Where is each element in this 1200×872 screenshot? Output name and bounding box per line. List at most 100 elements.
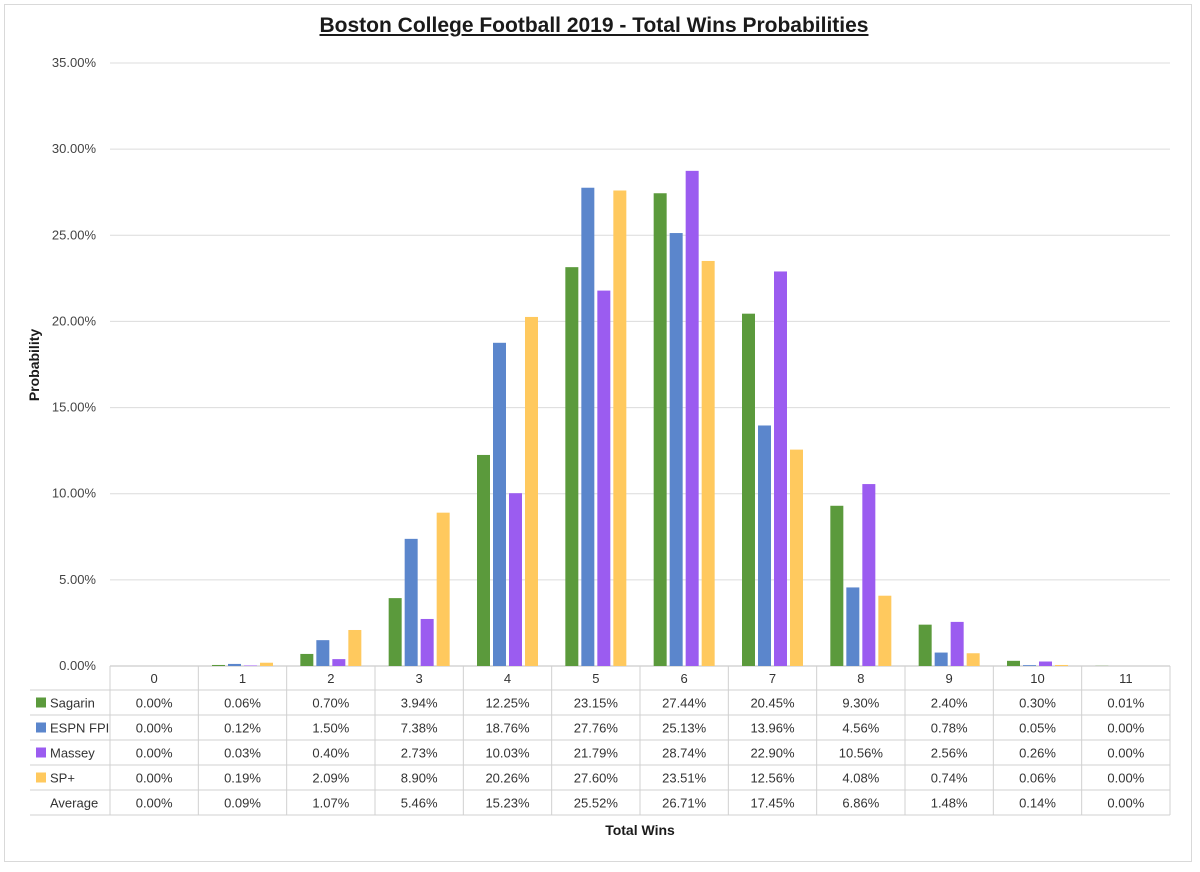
bar bbox=[950, 621, 964, 666]
data-label: 0.19% bbox=[224, 771, 261, 786]
bar bbox=[581, 187, 595, 666]
data-label: 0.06% bbox=[224, 696, 261, 711]
data-label: 3.94% bbox=[401, 696, 438, 711]
legend-label: Sagarin bbox=[50, 696, 95, 711]
data-label: 25.13% bbox=[662, 721, 707, 736]
data-label: 0.00% bbox=[1107, 771, 1144, 786]
x-tick-label: 10 bbox=[1030, 671, 1044, 686]
data-label: 17.45% bbox=[750, 796, 795, 811]
data-label: 10.56% bbox=[839, 746, 884, 761]
y-tick-label: 35.00% bbox=[52, 55, 97, 70]
data-label: 0.00% bbox=[1107, 746, 1144, 761]
data-label: 1.48% bbox=[931, 796, 968, 811]
data-label: 6.86% bbox=[842, 796, 879, 811]
data-label: 20.45% bbox=[750, 696, 795, 711]
data-label: 20.26% bbox=[485, 771, 530, 786]
bar bbox=[1023, 665, 1036, 666]
bar bbox=[228, 663, 241, 666]
data-label: 28.74% bbox=[662, 746, 707, 761]
bar bbox=[1055, 664, 1068, 666]
data-label: 7.38% bbox=[401, 721, 438, 736]
data-label: 0.06% bbox=[1019, 771, 1056, 786]
legend-key bbox=[36, 722, 46, 733]
data-label: 10.03% bbox=[485, 746, 530, 761]
x-tick-label: 8 bbox=[857, 671, 864, 686]
data-label: 0.00% bbox=[136, 696, 173, 711]
bar bbox=[918, 624, 932, 666]
y-tick-label: 20.00% bbox=[52, 313, 97, 328]
data-label: 0.01% bbox=[1107, 696, 1144, 711]
bar bbox=[388, 598, 402, 666]
data-label: 0.74% bbox=[931, 771, 968, 786]
legend-label: SP+ bbox=[50, 771, 75, 786]
bar bbox=[701, 260, 715, 666]
bar bbox=[758, 425, 771, 666]
data-label: 0.12% bbox=[224, 721, 261, 736]
data-label: 27.60% bbox=[574, 771, 619, 786]
data-label: 27.76% bbox=[574, 721, 619, 736]
y-tick-label: 15.00% bbox=[52, 400, 97, 415]
data-label: 0.00% bbox=[1107, 796, 1144, 811]
bar bbox=[742, 313, 755, 666]
data-label: 0.00% bbox=[136, 771, 173, 786]
data-label: 0.30% bbox=[1019, 696, 1056, 711]
bar bbox=[685, 170, 699, 666]
y-tick-label: 25.00% bbox=[52, 227, 97, 242]
bar bbox=[212, 664, 225, 666]
data-label: 2.09% bbox=[312, 771, 349, 786]
y-tick-label: 0.00% bbox=[59, 658, 96, 673]
y-tick-label: 10.00% bbox=[52, 486, 97, 501]
bar bbox=[420, 618, 434, 666]
x-tick-label: 1 bbox=[239, 671, 246, 686]
x-axis-label: Total Wins bbox=[605, 822, 675, 838]
bar bbox=[862, 484, 876, 666]
data-label: 1.50% bbox=[312, 721, 349, 736]
bar bbox=[509, 493, 522, 666]
data-label: 13.96% bbox=[750, 721, 795, 736]
bar bbox=[525, 316, 538, 666]
x-tick-label: 5 bbox=[592, 671, 599, 686]
data-label: 0.03% bbox=[224, 746, 261, 761]
data-label: 4.56% bbox=[842, 721, 879, 736]
data-label: 8.90% bbox=[401, 771, 438, 786]
x-tick-label: 4 bbox=[504, 671, 511, 686]
bar bbox=[244, 665, 257, 666]
bar bbox=[565, 267, 579, 666]
data-label: 1.07% bbox=[312, 796, 349, 811]
legend-label: Massey bbox=[50, 746, 95, 761]
data-label: 2.73% bbox=[401, 746, 438, 761]
x-tick-label: 6 bbox=[681, 671, 688, 686]
bar bbox=[790, 449, 803, 666]
data-label: 0.09% bbox=[224, 796, 261, 811]
data-label: 0.00% bbox=[136, 746, 173, 761]
data-label: 0.00% bbox=[136, 721, 173, 736]
data-label: 26.71% bbox=[662, 796, 707, 811]
bar bbox=[597, 290, 611, 666]
data-label: 5.46% bbox=[401, 796, 438, 811]
data-label: 0.70% bbox=[312, 696, 349, 711]
data-label: 27.44% bbox=[662, 696, 707, 711]
data-label: 4.08% bbox=[842, 771, 879, 786]
legend-key bbox=[36, 747, 46, 758]
bar bbox=[404, 538, 418, 666]
data-label: 15.23% bbox=[485, 796, 530, 811]
x-tick-label: 11 bbox=[1119, 671, 1133, 686]
data-label: 2.56% bbox=[931, 746, 968, 761]
legend-label: ESPN FPI bbox=[50, 721, 109, 736]
data-label: 0.40% bbox=[312, 746, 349, 761]
bar bbox=[774, 271, 787, 666]
bar bbox=[846, 587, 860, 666]
chart-title: Boston College Football 2019 - Total Win… bbox=[319, 14, 869, 37]
data-label: 21.79% bbox=[574, 746, 619, 761]
bar bbox=[477, 454, 490, 666]
bar bbox=[669, 233, 683, 666]
data-label: 22.90% bbox=[750, 746, 795, 761]
data-label: 0.05% bbox=[1019, 721, 1056, 736]
legend-label: Average bbox=[50, 796, 98, 811]
x-tick-label: 2 bbox=[327, 671, 334, 686]
bar bbox=[1007, 660, 1020, 666]
data-label: 0.78% bbox=[931, 721, 968, 736]
x-tick-label: 7 bbox=[769, 671, 776, 686]
data-label: 23.51% bbox=[662, 771, 707, 786]
